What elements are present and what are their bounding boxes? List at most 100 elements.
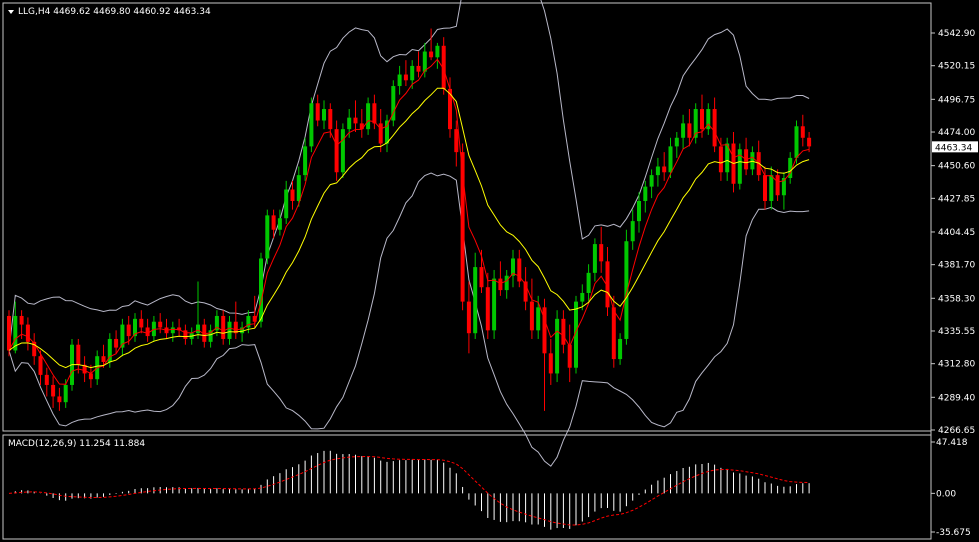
candle-body bbox=[391, 86, 396, 121]
candle-body bbox=[643, 186, 648, 201]
candle-body bbox=[25, 324, 30, 342]
price-tick-label: 4404.45 bbox=[938, 228, 975, 238]
candle-body bbox=[807, 137, 812, 147]
candle-body bbox=[712, 109, 717, 147]
candle-body bbox=[315, 103, 320, 121]
candle-body bbox=[492, 278, 497, 331]
upper-band bbox=[8, 0, 810, 351]
candle-body bbox=[44, 374, 49, 385]
macd-indicator bbox=[8, 450, 810, 530]
candle-body bbox=[561, 318, 566, 345]
current-price-label: 4463.34 bbox=[935, 143, 972, 153]
macd-tick-label: -35.675 bbox=[936, 528, 971, 538]
current-price-box bbox=[932, 141, 978, 153]
candle-body bbox=[233, 321, 238, 334]
price-axis: 4542.90 4520.15 4496.75 4474.00 4450.60 4427.… bbox=[931, 29, 975, 436]
candle-body bbox=[637, 200, 641, 222]
candle-body bbox=[441, 45, 446, 89]
candle-body bbox=[202, 324, 207, 342]
candle-body bbox=[788, 157, 793, 179]
candle-body bbox=[259, 258, 263, 322]
bollinger-bands bbox=[8, 0, 810, 467]
candle-body bbox=[769, 175, 774, 201]
price-tick-label: 4542.90 bbox=[938, 29, 975, 39]
candle-body bbox=[340, 129, 345, 173]
candle-body bbox=[145, 327, 150, 337]
candle-body bbox=[19, 315, 24, 325]
candle-body bbox=[334, 129, 339, 173]
candle-body bbox=[574, 301, 578, 368]
candle-body bbox=[366, 103, 371, 130]
candle-body bbox=[504, 275, 509, 291]
candle-body bbox=[101, 356, 106, 362]
price-tick-label: 4358.30 bbox=[938, 294, 975, 304]
candle-body bbox=[385, 120, 389, 144]
candle-body bbox=[750, 152, 755, 170]
price-tick-label: 4450.60 bbox=[938, 162, 975, 172]
triangle-down-icon[interactable] bbox=[8, 10, 14, 14]
candle-body bbox=[139, 318, 144, 328]
candle-body bbox=[221, 315, 226, 339]
candle-body bbox=[88, 373, 93, 380]
candle-body bbox=[359, 123, 364, 130]
candle-body bbox=[681, 123, 686, 138]
macd-signal-line bbox=[8, 455, 810, 526]
price-tick-label: 4289.40 bbox=[938, 393, 975, 403]
candle-body bbox=[454, 129, 459, 153]
price-tick-label: 4381.70 bbox=[938, 261, 975, 271]
lower-band bbox=[8, 172, 810, 467]
chart-header: LLG,H4 4469.62 4469.80 4460.92 4463.34 bbox=[8, 7, 211, 17]
candle-body bbox=[107, 338, 112, 362]
price-tick-label: 4520.15 bbox=[938, 62, 975, 72]
candle-body bbox=[416, 65, 421, 72]
candle-body bbox=[372, 103, 377, 124]
price-tick-label: 4474.00 bbox=[938, 128, 975, 138]
ma-fast-line bbox=[8, 58, 810, 385]
candle-body bbox=[328, 109, 333, 130]
candle-body bbox=[347, 117, 352, 130]
price-tick-label: 4427.85 bbox=[938, 194, 975, 204]
candle-body bbox=[586, 272, 591, 293]
candle-body bbox=[687, 123, 692, 138]
candle-body bbox=[378, 123, 383, 144]
symbol-line: LLG,H4 4469.62 4469.80 4460.92 4463.34 bbox=[18, 7, 211, 17]
candle-body bbox=[133, 318, 137, 337]
candle-body bbox=[403, 74, 408, 81]
candle-body bbox=[448, 88, 452, 130]
macd-tick-label: 47.418 bbox=[936, 438, 968, 448]
candle-body bbox=[13, 315, 18, 351]
candle-body bbox=[246, 315, 251, 328]
candle-body bbox=[290, 189, 295, 201]
candle-body bbox=[51, 384, 56, 397]
candle-body bbox=[649, 175, 654, 187]
candle-body bbox=[523, 281, 528, 302]
candle-body bbox=[240, 327, 245, 334]
candle-body bbox=[580, 292, 585, 302]
candle-body bbox=[725, 143, 730, 173]
current-price-marker: 4463.34 bbox=[932, 141, 978, 153]
candle-body bbox=[57, 396, 62, 403]
candle-body bbox=[567, 344, 572, 368]
macd-title: MACD(12,26,9) 11.254 11.884 bbox=[8, 439, 145, 449]
candle-body bbox=[700, 109, 704, 130]
candle-body bbox=[592, 244, 597, 273]
price-tick-label: 4496.75 bbox=[938, 95, 975, 105]
candle-body bbox=[410, 65, 415, 81]
candle-body bbox=[479, 267, 484, 288]
candle-body bbox=[706, 109, 711, 130]
candle-body bbox=[624, 241, 629, 339]
candle-body bbox=[611, 307, 616, 360]
candle-body bbox=[517, 258, 522, 282]
candle-body bbox=[277, 218, 282, 230]
macd-tick-label: 0.00 bbox=[936, 489, 956, 499]
candle-body bbox=[630, 221, 635, 242]
candle-body bbox=[655, 166, 660, 176]
candle-body bbox=[227, 321, 232, 339]
candle-body bbox=[208, 330, 213, 342]
candle-body bbox=[605, 261, 610, 308]
candle-body bbox=[353, 117, 358, 124]
candle-body bbox=[7, 315, 11, 351]
candle-body bbox=[548, 353, 553, 374]
